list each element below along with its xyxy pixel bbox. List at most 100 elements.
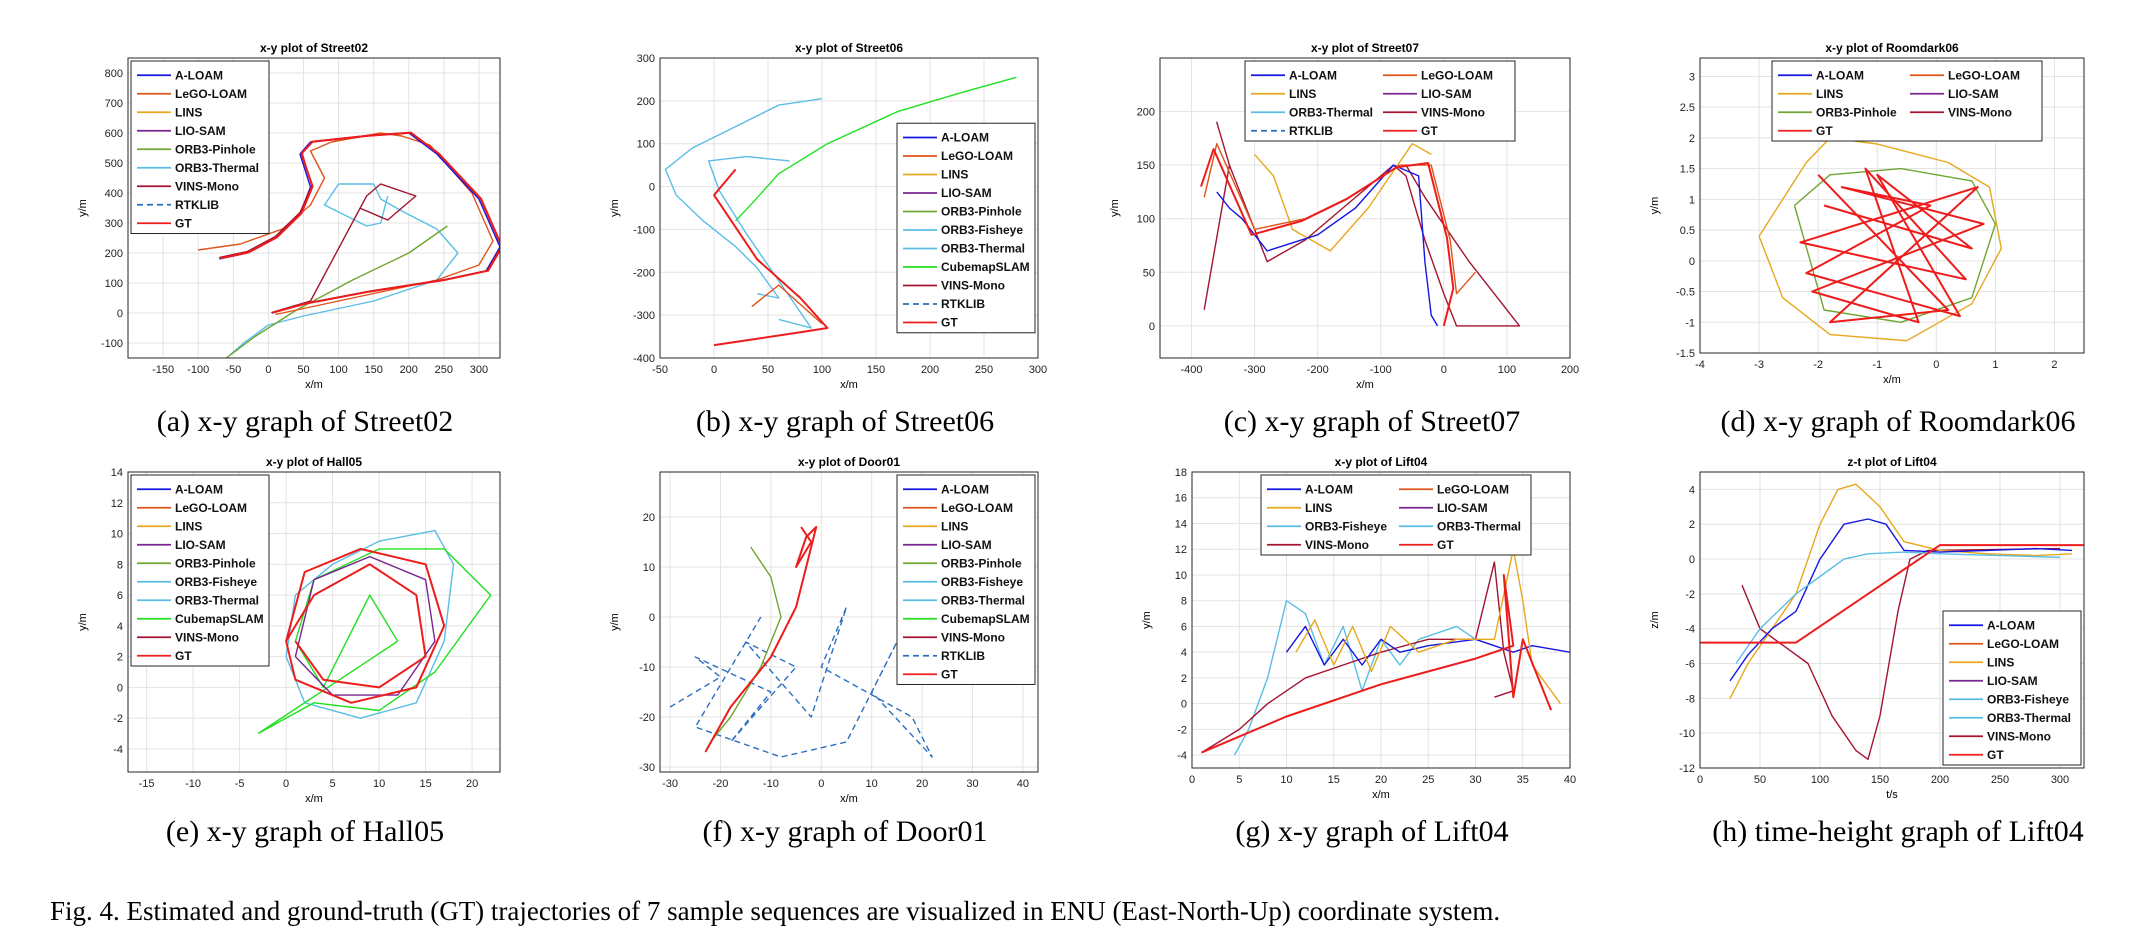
x-tick-label: -200 [1307, 364, 1329, 376]
x-axis-label: x/m [1372, 789, 1390, 801]
y-tick-label: -30 [639, 762, 655, 774]
x-tick-label: 30 [1469, 774, 1481, 786]
y-tick-label: 3 [1689, 71, 1695, 83]
series-line-lins [1254, 143, 1432, 252]
legend-label-rtklib: RTKLIB [941, 297, 985, 311]
series-line-orb3-fisheye [1233, 600, 1476, 756]
legend-label-orb3-fisheye: ORB3-Fisheye [1305, 519, 1387, 533]
y-tick-label: 800 [105, 68, 123, 80]
x-axis-label: x/m [305, 793, 323, 805]
series-line-gt [1200, 148, 1455, 327]
legend-label-lins: LINS [941, 168, 968, 182]
y-tick-label: -1 [1685, 317, 1695, 329]
x-tick-label: -3 [1754, 359, 1764, 371]
x-tick-label: 20 [466, 778, 478, 790]
y-tick-label: -400 [633, 353, 655, 365]
series-line-lio-sam [294, 555, 436, 696]
subplot-caption-b: (b) x-y graph of Street06 [695, 405, 995, 438]
x-axis-label: x/m [305, 379, 323, 391]
y-tick-label: 500 [105, 158, 123, 170]
legend-label-lins: LINS [175, 105, 202, 119]
chart-d: -4 -3 -2 -1 0 1 2 -1.5 -1 -0.5 0 0.5 1 1.5 2 2.5 3 x-y pl… [1649, 41, 2085, 386]
x-tick-label: 25 [1422, 774, 1434, 786]
series-line-gt [1700, 544, 2084, 644]
y-tick-label: 100 [637, 139, 655, 151]
x-tick-label: 10 [866, 778, 878, 790]
chart-b: -50 0 50 100 150 200 250 300 -400 -300 -200 -100 0 10… [609, 41, 1047, 391]
y-tick-label: -4 [1177, 750, 1187, 762]
y-tick-label: -0.5 [1676, 287, 1695, 299]
x-tick-label: 20 [1375, 774, 1387, 786]
legend-label-rtklib: RTKLIB [175, 198, 219, 212]
subplot-caption-e: (e) x-y graph of Hall05 [165, 815, 445, 848]
y-tick-label: -2 [113, 713, 123, 725]
legend-label-a-loam: A-LOAM [1816, 68, 1864, 82]
series-line-cubemapslam [735, 76, 1017, 222]
axes-frame [1191, 471, 1571, 769]
legend-label-orb3-fisheye: ORB3-Fisheye [941, 575, 1023, 589]
legend-box [1260, 474, 1532, 556]
series-line-lins [1295, 548, 1562, 705]
y-tick-label: 2.5 [1680, 102, 1695, 114]
legend-label-a-loam: A-LOAM [1305, 482, 1353, 496]
legend-label-rtklib: RTKLIB [941, 649, 985, 663]
x-tick-label: -10 [185, 778, 201, 790]
legend-box [130, 60, 270, 234]
x-tick-label: 10 [373, 778, 385, 790]
legend-label-a-loam: A-LOAM [175, 482, 223, 496]
subplot-caption-a: (a) x-y graph of Street02 [156, 405, 454, 438]
y-tick-label: 0 [649, 612, 655, 624]
legend: A-LOAM LeGO-LOAM LINS LIO-SAM ORB3-Pinhole VI… [1771, 60, 2043, 142]
legend-box [1942, 610, 2082, 766]
series-line-a-loam [1285, 625, 1570, 666]
series-group [669, 526, 933, 758]
y-tick-label: -12 [1679, 763, 1695, 775]
y-axis-label: y/m [77, 613, 89, 631]
y-tick-label: 20 [643, 512, 655, 524]
series-group [1700, 483, 2084, 760]
legend-label-orb3-pinhole: ORB3-Pinhole [175, 556, 256, 570]
legend: A-LOAM LeGO-LOAM LINS LIO-SAM ORB3-Pinhole OR… [896, 474, 1036, 685]
y-tick-label: 2 [1181, 673, 1187, 685]
x-tick-label: -400 [1181, 364, 1203, 376]
legend-label-lio-sam: LIO-SAM [1437, 501, 1488, 515]
legend-label-orb3-thermal: ORB3-Thermal [1437, 519, 1521, 533]
legend-label-gt: GT [941, 667, 958, 681]
y-tick-label: 10 [111, 529, 123, 541]
legend-label-lego-loam: LeGO-LOAM [941, 501, 1013, 515]
legend: A-LOAM LeGO-LOAM LINS LIO-SAM ORB3-Pinhole OR… [130, 474, 270, 667]
x-tick-label: -5 [235, 778, 245, 790]
y-tick-label: 0.5 [1680, 225, 1695, 237]
legend-label-gt: GT [175, 649, 192, 663]
x-tick-label: 300 [1029, 364, 1047, 376]
subplot-caption-c: (c) x-y graph of Street07 [1223, 405, 1521, 438]
y-tick-label: 8 [1181, 596, 1187, 608]
legend-label-lins: LINS [1305, 501, 1332, 515]
y-tick-label: -300 [633, 310, 655, 322]
x-tick-label: 150 [364, 364, 382, 376]
legend-label-orb3-pinhole: ORB3-Pinhole [941, 556, 1022, 570]
axes-frame [1699, 57, 2085, 354]
series-line-cubemapslam [257, 548, 492, 735]
series-line-vins-mono [219, 131, 500, 314]
legend-box [896, 474, 1036, 685]
x-tick-label: 250 [975, 364, 993, 376]
legend-box [130, 474, 270, 667]
legend-label-vins-mono: VINS-Mono [941, 279, 1005, 293]
x-axis-label: x/m [840, 379, 858, 391]
legend-label-gt: GT [1987, 748, 2004, 762]
x-tick-label: 250 [1991, 774, 2009, 786]
legend-label-lins: LINS [1289, 87, 1316, 101]
y-axis-label: y/m [1649, 197, 1661, 215]
x-tick-label: 300 [2051, 774, 2069, 786]
x-tick-label: -4 [1695, 359, 1705, 371]
y-tick-label: 18 [1175, 467, 1187, 479]
y-tick-label: 1 [1689, 194, 1695, 206]
y-axis-label: y/m [609, 199, 621, 217]
x-axis-label: x/m [840, 793, 858, 805]
x-tick-label: 0 [265, 364, 271, 376]
y-tick-label: -100 [633, 224, 655, 236]
x-tick-label: 100 [1811, 774, 1829, 786]
legend-label-a-loam: A-LOAM [175, 68, 223, 82]
series-line-gt [285, 547, 446, 704]
